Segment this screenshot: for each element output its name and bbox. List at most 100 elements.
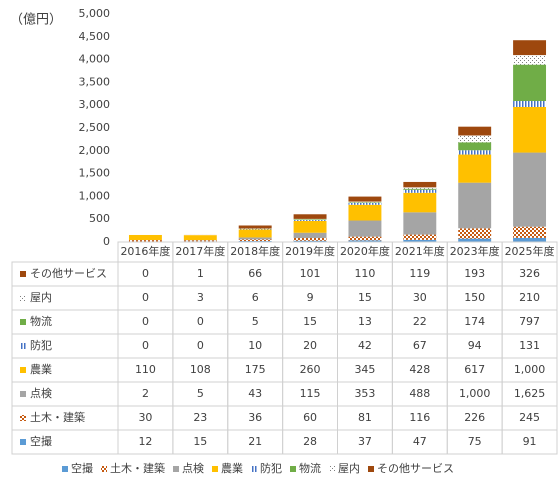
bar-segment <box>458 228 492 239</box>
x-tick-label: 2018年度 <box>230 244 280 258</box>
data-label: 2 <box>142 387 149 400</box>
data-label: 0 <box>142 339 149 352</box>
y-tick-label: 2,500 <box>79 121 111 134</box>
data-label: 42 <box>358 339 372 352</box>
x-tick-label: 2017年度 <box>175 244 225 258</box>
y-tick-label: 4,500 <box>79 30 111 43</box>
bar-segment <box>403 189 437 193</box>
legend-key <box>173 466 179 472</box>
bar-segment <box>348 196 382 202</box>
bar-segment <box>238 237 272 240</box>
y-tick-label: 1,000 <box>79 189 111 202</box>
data-label: 488 <box>409 387 430 400</box>
data-label: 36 <box>248 411 262 424</box>
bar-segment <box>348 220 382 237</box>
y-axis-title: （億円） <box>10 12 62 28</box>
y-tick-label: 500 <box>89 212 110 225</box>
bar-segment <box>513 64 547 102</box>
bar-segment <box>513 40 547 56</box>
bar-segment <box>293 219 327 221</box>
x-tick-label: 2020年度 <box>340 244 390 258</box>
bar-segment <box>293 220 327 233</box>
legend-key <box>20 391 26 397</box>
data-label: 23 <box>193 411 207 424</box>
data-label: 0 <box>142 291 149 304</box>
data-label: 1,625 <box>514 387 546 400</box>
legend-label: 空撮 <box>71 461 93 475</box>
bar-segment <box>293 219 327 220</box>
bar-segment <box>458 135 492 143</box>
data-label: 1,000 <box>514 363 546 376</box>
y-tick-label: 3,000 <box>79 98 111 111</box>
bar-segment <box>183 235 217 241</box>
y-tick-label: 1,500 <box>79 167 111 180</box>
data-label: 5 <box>252 315 259 328</box>
data-label: 6 <box>252 291 259 304</box>
data-label: 131 <box>519 339 540 352</box>
legend-label: その他サービス <box>377 462 454 475</box>
bar-segment <box>238 239 272 242</box>
data-label: 345 <box>354 363 375 376</box>
data-label: 116 <box>409 411 430 424</box>
legend-key <box>290 466 296 472</box>
bar-segment <box>293 232 327 238</box>
data-label: 193 <box>464 267 485 280</box>
bar-segment <box>348 240 382 242</box>
data-label: 81 <box>358 411 372 424</box>
bar-segment <box>458 154 492 183</box>
bar-segment <box>403 181 437 188</box>
data-label: 13 <box>358 315 372 328</box>
bar-segment <box>458 182 492 229</box>
data-label: 37 <box>358 435 372 448</box>
data-label: 94 <box>468 339 482 352</box>
data-label: 28 <box>303 435 317 448</box>
bar-segment <box>403 188 437 190</box>
bar-segment <box>513 152 547 227</box>
bar-segment <box>513 101 547 107</box>
data-label: 174 <box>464 315 485 328</box>
data-label: 15 <box>193 435 207 448</box>
data-label: 353 <box>354 387 375 400</box>
legend-key <box>62 466 68 472</box>
row-label: 屋内 <box>30 290 52 304</box>
table-cell <box>11 429 119 455</box>
data-label: 66 <box>248 267 262 280</box>
row-label: 空撮 <box>30 434 52 448</box>
data-label: 5 <box>197 387 204 400</box>
data-label: 101 <box>300 267 321 280</box>
bar-segment <box>128 240 162 242</box>
legend-key <box>329 466 335 472</box>
data-label: 9 <box>307 291 314 304</box>
legend-key <box>20 343 26 349</box>
row-label: その他サービス <box>30 267 107 280</box>
data-label: 119 <box>409 267 430 280</box>
legend-key <box>368 466 374 472</box>
data-label: 60 <box>303 411 317 424</box>
bar-segment <box>348 204 382 221</box>
legend-label: 防犯 <box>260 461 282 475</box>
bar-segment <box>293 237 327 241</box>
data-label: 67 <box>413 339 427 352</box>
data-label: 428 <box>409 363 430 376</box>
data-label: 110 <box>354 267 375 280</box>
bar-segment <box>348 202 382 203</box>
row-label: 防犯 <box>30 338 52 352</box>
data-label: 797 <box>519 315 540 328</box>
x-tick-label: 2025年度 <box>505 244 555 258</box>
x-tick-label: 2019年度 <box>285 244 335 258</box>
y-tick-label: 0 <box>103 235 110 248</box>
data-label: 91 <box>523 435 537 448</box>
data-label: 115 <box>300 387 321 400</box>
bar-segment <box>513 237 547 242</box>
data-label: 0 <box>197 315 204 328</box>
bar-segment <box>238 225 272 229</box>
bar-segment <box>513 106 547 153</box>
data-label: 326 <box>519 267 540 280</box>
bar-segment <box>348 202 382 205</box>
data-label: 75 <box>468 435 482 448</box>
bar-segment <box>403 234 437 240</box>
legend-label: 土木・建築 <box>110 461 165 475</box>
bar-segment <box>403 187 437 189</box>
data-label: 15 <box>358 291 372 304</box>
